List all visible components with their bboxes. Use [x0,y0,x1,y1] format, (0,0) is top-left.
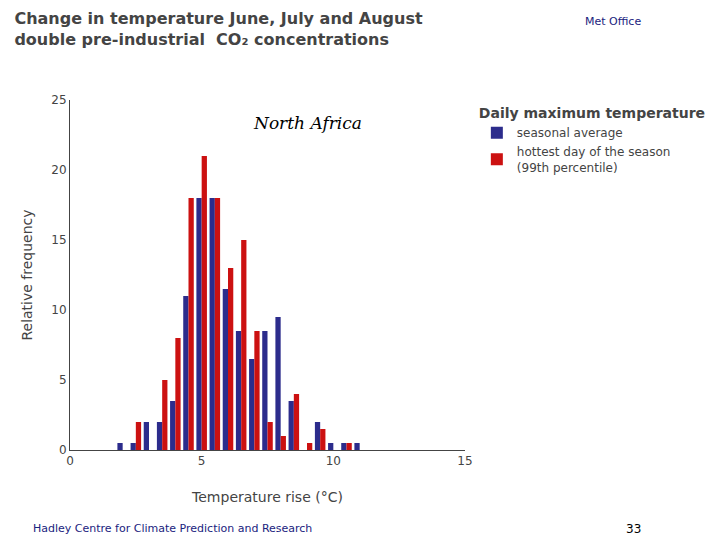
svg-text:0: 0 [66,454,74,468]
svg-text:33: 33 [626,522,641,536]
svg-text:seasonal average: seasonal average [517,126,623,140]
svg-text:Temperature rise (°C): Temperature rise (°C) [191,489,343,505]
svg-text:5: 5 [59,373,67,387]
svg-text:North Africa: North Africa [253,113,362,133]
svg-text:10: 10 [326,454,341,468]
svg-text:Daily maximum temperature: Daily maximum temperature [479,105,705,121]
svg-text:25: 25 [51,93,66,107]
svg-text:Change in temperature June, Ju: Change in temperature June, July and Aug… [14,9,423,49]
svg-text:10: 10 [51,303,66,317]
svg-text:Hadley Centre for Climate Pred: Hadley Centre for Climate Prediction and… [33,522,312,535]
svg-text:Relative frequency: Relative frequency [19,209,35,340]
svg-text:20: 20 [51,163,66,177]
svg-text:hottest day of the season(99th: hottest day of the season(99th percentil… [517,145,670,175]
svg-text:5: 5 [198,454,206,468]
svg-text:15: 15 [51,233,66,247]
svg-text:Met Office: Met Office [585,15,641,28]
svg-text:15: 15 [457,454,472,468]
svg-text:0: 0 [59,443,67,457]
